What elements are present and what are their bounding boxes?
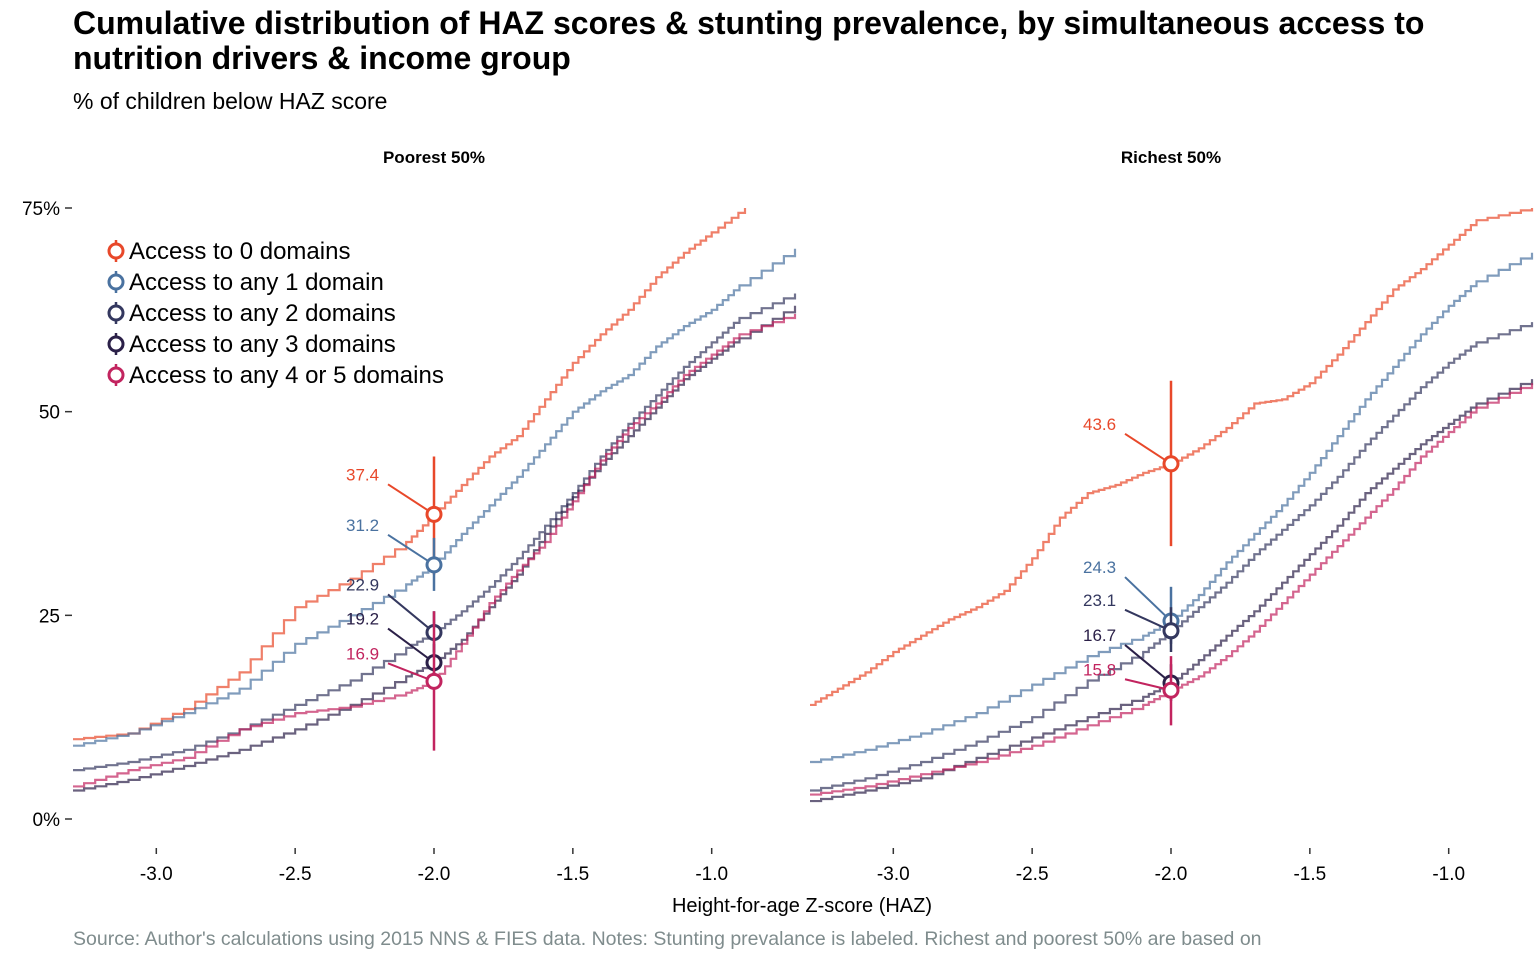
cdf-line-d2: [810, 322, 1534, 792]
stunting-leader-d2: [387, 593, 435, 634]
stunting-label-d3: 19.2: [346, 610, 379, 629]
x-axis-title: Height-for-age Z-score (HAZ): [672, 895, 932, 917]
legend-label-d0: Access to 0 domains: [129, 238, 350, 265]
source-note: Source: Author's calculations using 2015…: [73, 928, 1262, 950]
x-tick-label: -2.0: [418, 864, 451, 885]
x-tick-label: -3.0: [140, 864, 173, 885]
stunting-label-d2: 23.1: [1083, 591, 1116, 610]
cdf-line-d0: [810, 208, 1534, 707]
legend-label-d1: Access to any 1 domain: [129, 269, 384, 296]
x-tick-label: -3.0: [877, 864, 910, 885]
y-tick-label: 0%: [33, 810, 61, 831]
cdf-line-d3: [810, 379, 1534, 803]
stunting-point-d0: [425, 505, 443, 523]
y-tick-label: 25: [39, 606, 60, 627]
x-tick-label: -2.0: [1155, 864, 1188, 885]
cdf-line-d1: [810, 252, 1534, 764]
legend-key-d2: [107, 304, 125, 322]
x-tick-label: -1.5: [556, 864, 589, 885]
chart-subtitle: % of children below HAZ score: [73, 88, 388, 114]
legend-key-d0: [107, 242, 125, 260]
y-tick-label: 75%: [22, 199, 60, 220]
x-tick-label: -1.0: [1432, 864, 1465, 885]
stunting-leader-d3: [1124, 644, 1172, 684]
stunting-point-d1: [425, 556, 443, 574]
legend-key-d3: [107, 335, 125, 353]
stunting-label-d3: 16.7: [1083, 626, 1116, 645]
cdf-line-d45: [73, 313, 797, 788]
cdf-line-d1: [73, 248, 797, 747]
cdf-line-d3: [73, 305, 797, 792]
legend-label-d3: Access to any 3 domains: [129, 331, 396, 358]
stunting-label-d1: 31.2: [346, 516, 379, 535]
x-tick-label: -2.5: [1016, 864, 1049, 885]
legend-label-d2: Access to any 2 domains: [129, 300, 396, 327]
x-tick-label: -2.5: [279, 864, 312, 885]
stunting-leader-d3: [387, 627, 435, 664]
stunting-point-d0: [1162, 455, 1180, 473]
panel-title: Richest 50%: [1121, 148, 1221, 167]
stunting-point-d45: [425, 672, 443, 690]
chart-title: Cumulative distribution of HAZ scores & …: [73, 5, 1425, 76]
cdf-line-d0: [73, 208, 747, 741]
stunting-label-d45: 16.9: [346, 644, 379, 663]
stunting-point-d45: [1162, 681, 1180, 699]
x-tick-label: -1.5: [1293, 864, 1326, 885]
stunting-point-d2: [1162, 622, 1180, 640]
stunting-label-d2: 22.9: [346, 575, 379, 594]
stunting-label-d0: 37.4: [346, 465, 379, 484]
stunting-leader-d1: [1124, 576, 1172, 622]
legend-key-d45: [107, 366, 125, 384]
stunting-label-d45: 15.8: [1083, 660, 1116, 679]
panel-title: Poorest 50%: [383, 148, 485, 167]
stunting-leader-d0: [387, 483, 435, 516]
x-tick-label: -1.0: [695, 864, 728, 885]
cdf-line-d45: [810, 383, 1534, 796]
stunting-label-d0: 43.6: [1083, 415, 1116, 434]
stunting-leader-d1: [387, 533, 435, 566]
legend-key-d1: [107, 273, 125, 291]
stunting-leader-d0: [1124, 432, 1172, 465]
legend-label-d45: Access to any 4 or 5 domains: [129, 362, 444, 389]
y-tick-label: 50: [39, 403, 60, 424]
stunting-label-d1: 24.3: [1083, 558, 1116, 577]
